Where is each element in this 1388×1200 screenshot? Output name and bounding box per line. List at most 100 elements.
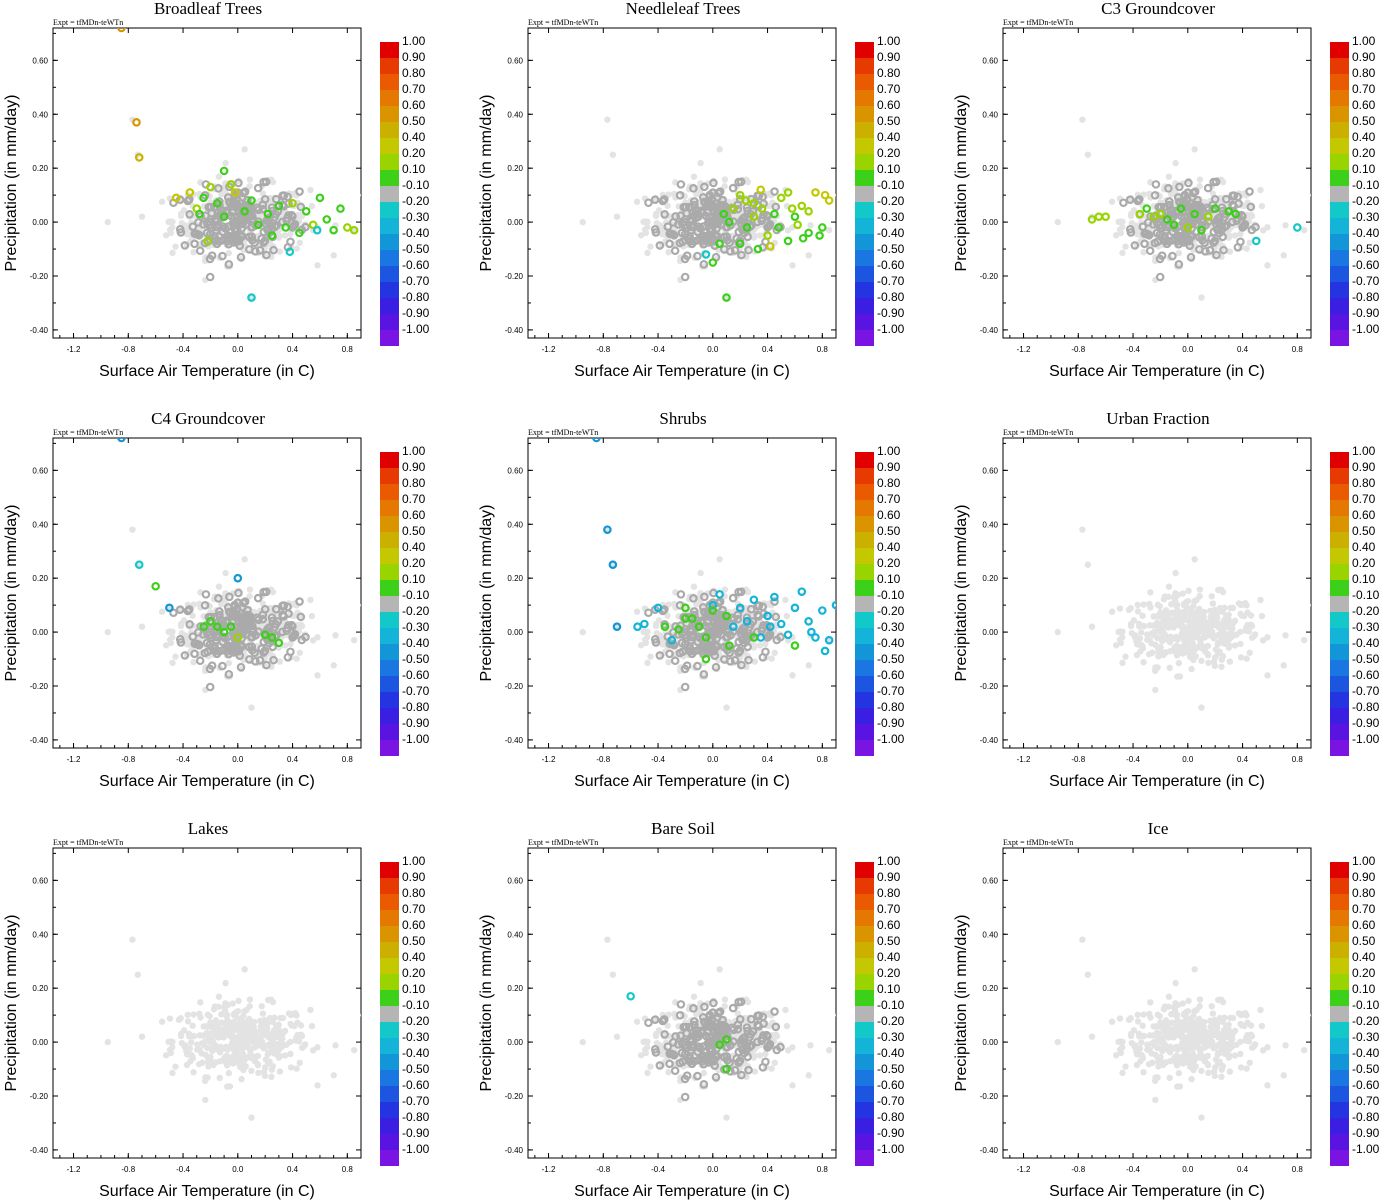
neutral-point	[250, 648, 259, 658]
y-tick-label: -0.20	[30, 1092, 49, 1101]
colorbar-swatch	[380, 250, 399, 266]
colored-point	[797, 587, 807, 596]
background-point	[1243, 624, 1250, 632]
background-point	[1195, 607, 1202, 614]
colorbar-label: 1.00	[1352, 444, 1376, 458]
y-tick-label: 0.40	[507, 110, 523, 119]
colorbar-swatch	[380, 282, 399, 298]
background-point	[138, 213, 146, 220]
colored-point	[783, 236, 793, 246]
background-point	[162, 232, 170, 239]
background-point	[259, 1010, 267, 1017]
expt-label: Expt = tfMDn-teWTn	[528, 428, 598, 437]
colorbar-swatch	[855, 628, 874, 644]
background-point	[248, 1114, 255, 1121]
colored-point	[667, 635, 677, 645]
background-point	[1138, 629, 1145, 636]
background-point	[723, 704, 730, 711]
background-point	[1264, 672, 1271, 679]
colorbar-swatch	[1330, 298, 1349, 314]
colored-point	[281, 223, 291, 232]
background-point	[238, 1075, 245, 1083]
neutral-point	[753, 601, 762, 610]
colorbar-swatch	[1330, 42, 1349, 58]
expt-label: Expt = tfMDn-teWTn	[53, 428, 123, 437]
colored-point	[295, 228, 304, 238]
neutral-point	[190, 649, 199, 659]
background-point	[169, 1044, 176, 1051]
background-point	[158, 198, 166, 205]
neutral-point	[665, 649, 674, 659]
background-point	[182, 1042, 189, 1049]
background-point	[1084, 561, 1092, 568]
neutral-point	[190, 239, 199, 249]
background-point	[1231, 232, 1239, 239]
colorbar-label: -0.80	[1352, 290, 1380, 304]
colored-point	[749, 198, 759, 208]
colorbar-swatch	[380, 894, 399, 910]
background-point	[204, 1054, 212, 1062]
colorbar-label: -0.40	[1352, 636, 1380, 650]
background-point	[1198, 625, 1205, 632]
neutral-point	[185, 210, 194, 219]
colorbar-swatch	[1330, 628, 1349, 644]
colorbar-label: 0.40	[877, 130, 901, 144]
colored-point	[793, 220, 802, 230]
background-point	[1122, 243, 1129, 250]
neutral-point	[205, 272, 215, 282]
colorbar-swatch	[1330, 644, 1349, 660]
colored-point	[790, 212, 800, 221]
neutral-point	[205, 682, 215, 692]
neutral-point	[744, 245, 753, 255]
neutral-point	[222, 616, 232, 625]
background-point	[271, 1014, 278, 1021]
y-tick-label: -0.20	[505, 682, 524, 691]
x-tick-label: 0.8	[1292, 755, 1304, 764]
neutral-point	[260, 646, 270, 656]
neutral-point	[193, 640, 203, 649]
background-point	[207, 1019, 214, 1026]
neutral-point	[230, 602, 240, 611]
background-point	[1133, 637, 1140, 645]
neutral-point	[234, 178, 243, 188]
neutral-point	[1212, 250, 1221, 260]
colorbar-swatch	[380, 452, 399, 468]
colorbar-swatch	[1330, 186, 1349, 202]
background-point	[350, 1046, 358, 1054]
expt-label: Expt = tfMDn-teWTn	[1003, 428, 1073, 437]
neutral-point	[214, 594, 223, 603]
neutral-point	[236, 252, 246, 262]
neutral-point	[689, 630, 698, 639]
background-point	[1204, 642, 1212, 650]
background-point	[771, 649, 778, 656]
background-point	[360, 603, 361, 607]
colorbar-swatch	[855, 234, 874, 250]
neutral-point	[697, 206, 707, 215]
background-point	[246, 586, 254, 593]
background-point	[1209, 600, 1217, 607]
x-tick-label: -0.8	[121, 1165, 135, 1174]
background-point	[239, 1050, 247, 1058]
colored-point	[701, 654, 711, 664]
colored-point	[592, 438, 601, 443]
background-point	[1191, 146, 1198, 153]
colored-point	[633, 622, 642, 631]
background-point	[1138, 641, 1145, 649]
background-point	[1300, 636, 1308, 644]
neutral-point	[699, 670, 709, 679]
plot-frame	[52, 437, 362, 749]
panel-title: Urban Fraction	[1106, 409, 1210, 428]
background-point	[1179, 590, 1186, 597]
background-point	[229, 1000, 236, 1007]
background-point	[697, 159, 704, 167]
neutral-point	[700, 182, 709, 192]
background-point	[1188, 665, 1195, 673]
plot-frame	[527, 27, 837, 339]
background-point	[1250, 633, 1258, 640]
points-layer	[1054, 526, 1311, 711]
colored-point	[735, 190, 745, 200]
colored-point	[1183, 223, 1193, 232]
background-point	[330, 1072, 337, 1079]
neutral-point	[1174, 239, 1184, 249]
